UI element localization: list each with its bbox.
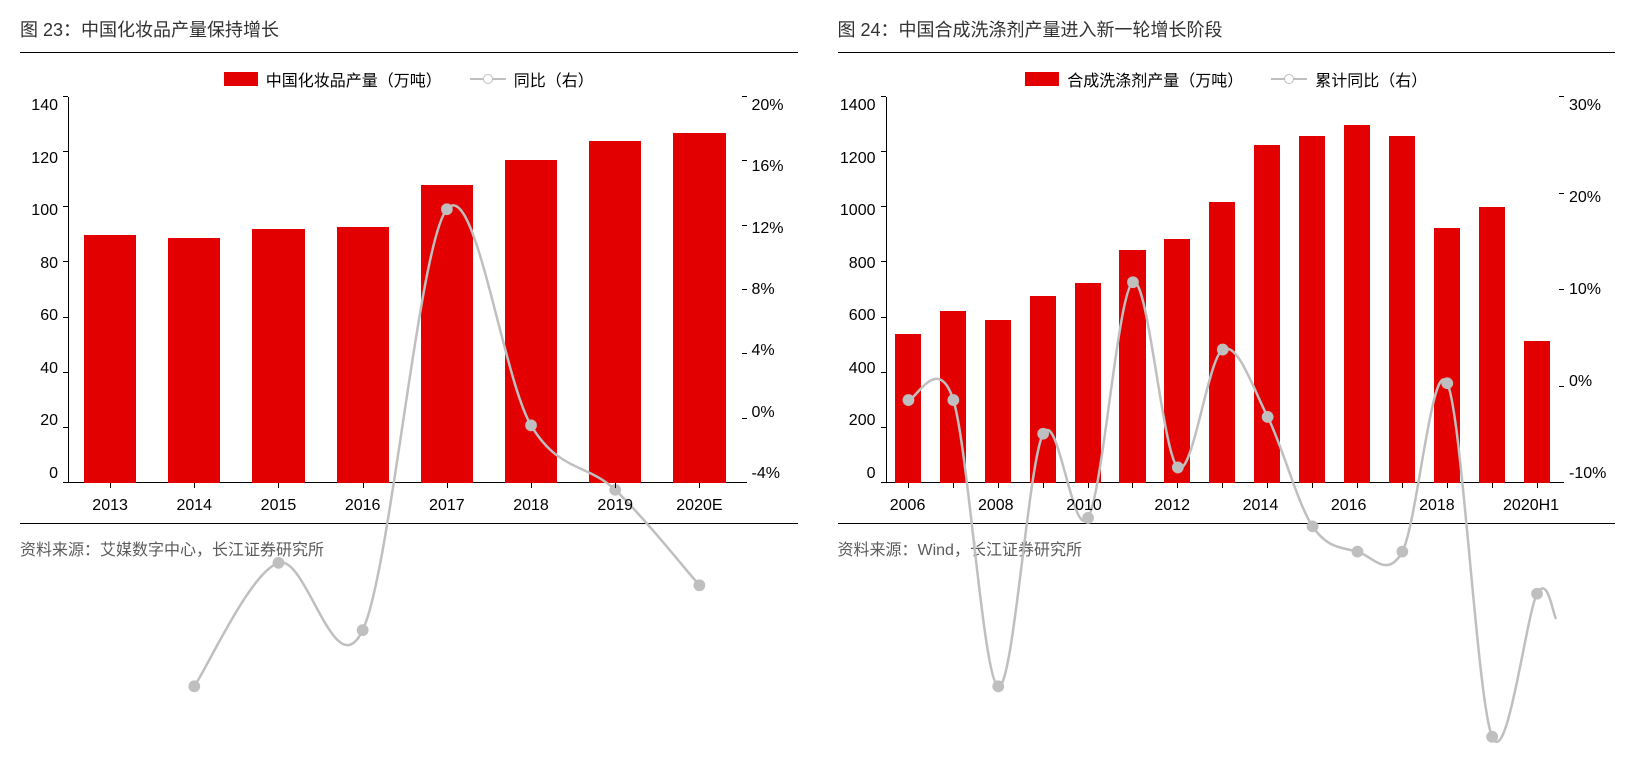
legend-bar-swatch bbox=[224, 72, 258, 86]
legend-bar-item: 合成洗涤剂产量（万吨） bbox=[1025, 67, 1243, 91]
y-left-tick: 60 bbox=[40, 307, 58, 325]
legend-line-label: 同比（右） bbox=[514, 67, 594, 91]
y-left-tick: 1200 bbox=[840, 150, 876, 168]
y-right-tick: 30% bbox=[1569, 97, 1601, 115]
x-tick: 2014 bbox=[152, 497, 236, 515]
x-tick: 2020E bbox=[657, 497, 741, 515]
chart-24-legend: 合成洗涤剂产量（万吨） 累计同比（右） bbox=[1025, 67, 1427, 91]
y-left-tick: 120 bbox=[31, 150, 58, 168]
y-left-tick: 0 bbox=[867, 465, 876, 483]
x-tick: 2008 bbox=[974, 497, 1018, 515]
y-right-tick: 20% bbox=[752, 97, 784, 115]
chart-23-x-axis: 20132014201520162017201820192020E bbox=[68, 497, 742, 515]
x-tick: 2015 bbox=[236, 497, 320, 515]
y-left-tick: 800 bbox=[849, 255, 876, 273]
x-tick bbox=[1459, 497, 1503, 515]
x-tick: 2010 bbox=[1062, 497, 1106, 515]
x-tick bbox=[1371, 497, 1415, 515]
chart-24-line bbox=[886, 97, 1560, 771]
panel-chart-23: 图 23：中国化妆品产量保持增长 中国化妆品产量（万吨） 同比（右） 140 12… bbox=[20, 10, 798, 560]
y-left-tick: 140 bbox=[31, 97, 58, 115]
legend-line-item: 累计同比（右） bbox=[1271, 67, 1427, 91]
x-tick: 2012 bbox=[1150, 497, 1194, 515]
x-tick: 2006 bbox=[886, 497, 930, 515]
x-tick bbox=[1282, 497, 1326, 515]
y-left-tick: 1400 bbox=[840, 97, 876, 115]
y-right-tick: 12% bbox=[752, 220, 784, 238]
x-tick: 2018 bbox=[489, 497, 573, 515]
x-tick: 2019 bbox=[573, 497, 657, 515]
x-tick: 2020H1 bbox=[1503, 497, 1559, 515]
y-right-tick: 4% bbox=[752, 342, 775, 360]
chart-24-y-right: 30% 20% 10% 0% -10% bbox=[1563, 97, 1615, 483]
panel-chart-24: 图 24：中国合成洗涤剂产量进入新一轮增长阶段 合成洗涤剂产量（万吨） 累计同比… bbox=[838, 10, 1616, 560]
chart-24-y-left: 1400 1200 1000 800 600 400 200 0 bbox=[838, 97, 882, 483]
x-tick: 2016 bbox=[321, 497, 405, 515]
y-left-tick: 400 bbox=[849, 360, 876, 378]
x-tick bbox=[1194, 497, 1238, 515]
y-right-tick: -4% bbox=[752, 465, 780, 483]
y-left-tick: 100 bbox=[31, 202, 58, 220]
x-tick bbox=[930, 497, 974, 515]
y-left-tick: 80 bbox=[40, 255, 58, 273]
y-right-tick: 10% bbox=[1569, 281, 1601, 299]
chart-23-plot bbox=[68, 97, 742, 483]
y-left-tick: 200 bbox=[849, 412, 876, 430]
y-left-tick: 0 bbox=[49, 465, 58, 483]
chart-23-area: 中国化妆品产量（万吨） 同比（右） 140 120 100 80 60 40 20 0 20%… bbox=[20, 53, 798, 524]
chart-23-y-right: 20% 16% 12% 8% 4% 0% -4% bbox=[746, 97, 798, 483]
y-left-tick: 600 bbox=[849, 307, 876, 325]
legend-line-swatch bbox=[1271, 78, 1307, 80]
x-tick: 2017 bbox=[405, 497, 489, 515]
legend-bar-swatch bbox=[1025, 72, 1059, 86]
y-right-tick: -10% bbox=[1569, 465, 1606, 483]
y-right-tick: 0% bbox=[752, 404, 775, 422]
x-tick bbox=[1106, 497, 1150, 515]
chart-23-line bbox=[68, 97, 742, 771]
chart-24-plot bbox=[886, 97, 1560, 483]
x-tick: 2013 bbox=[68, 497, 152, 515]
y-left-tick: 40 bbox=[40, 360, 58, 378]
x-tick: 2018 bbox=[1415, 497, 1459, 515]
y-left-tick: 20 bbox=[40, 412, 58, 430]
chart-23-legend: 中国化妆品产量（万吨） 同比（右） bbox=[224, 67, 594, 91]
chart-24-title: 图 24：中国合成洗涤剂产量进入新一轮增长阶段 bbox=[838, 10, 1616, 53]
y-left-tick: 1000 bbox=[840, 202, 876, 220]
legend-line-label: 累计同比（右） bbox=[1315, 67, 1427, 91]
y-right-tick: 20% bbox=[1569, 189, 1601, 207]
x-tick bbox=[1018, 497, 1062, 515]
legend-line-item: 同比（右） bbox=[470, 67, 594, 91]
chart-24-x-axis: 2006 2008 2010 2012 2014 2016 2018 2020H1 bbox=[886, 497, 1560, 515]
x-tick: 2014 bbox=[1238, 497, 1282, 515]
legend-bar-label: 合成洗涤剂产量（万吨） bbox=[1067, 67, 1243, 91]
y-right-tick: 0% bbox=[1569, 373, 1592, 391]
chart-23-title: 图 23：中国化妆品产量保持增长 bbox=[20, 10, 798, 53]
legend-bar-label: 中国化妆品产量（万吨） bbox=[266, 67, 442, 91]
y-right-tick: 16% bbox=[752, 158, 784, 176]
y-right-tick: 8% bbox=[752, 281, 775, 299]
chart-24-area: 合成洗涤剂产量（万吨） 累计同比（右） 1400 1200 1000 800 600 40… bbox=[838, 53, 1616, 524]
legend-bar-item: 中国化妆品产量（万吨） bbox=[224, 67, 442, 91]
legend-line-swatch bbox=[470, 78, 506, 80]
chart-23-y-left: 140 120 100 80 60 40 20 0 bbox=[20, 97, 64, 483]
x-tick: 2016 bbox=[1327, 497, 1371, 515]
